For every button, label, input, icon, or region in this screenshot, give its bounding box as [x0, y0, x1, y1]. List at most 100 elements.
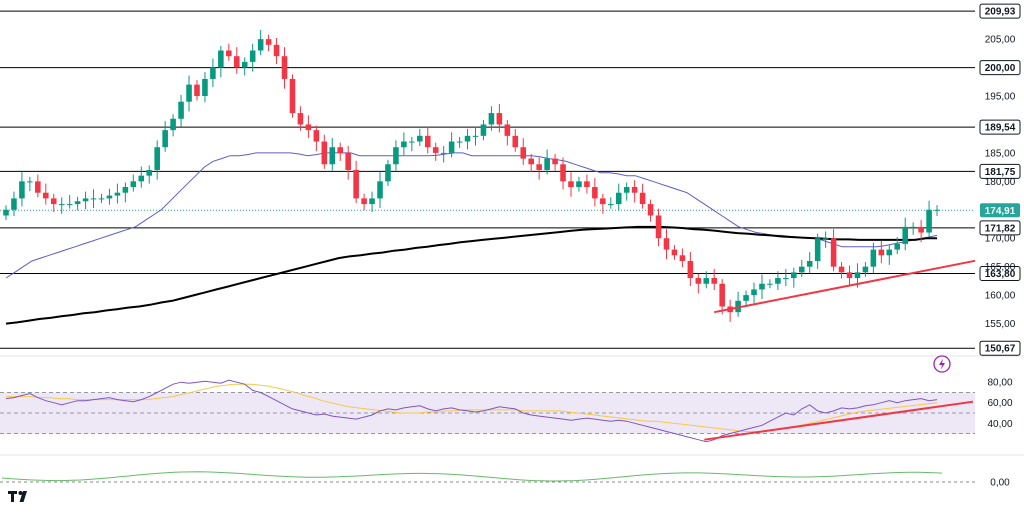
candle: [82, 198, 89, 202]
candle: [504, 124, 511, 136]
candle: [775, 278, 781, 284]
candle: [337, 147, 344, 153]
candle: [186, 84, 192, 102]
rsi-tick-label: 60,00: [987, 398, 1012, 409]
rsi-pane: [0, 379, 975, 443]
rsi-tick-label: 40,00: [987, 419, 1012, 430]
candle: [830, 238, 837, 267]
candle: [600, 198, 606, 205]
candle: [560, 164, 566, 182]
candle: [902, 226, 908, 244]
sma50-line: [5, 152, 938, 279]
candle: [289, 78, 296, 114]
candle: [791, 272, 797, 279]
candle: [671, 249, 678, 256]
candle: [50, 198, 57, 205]
candle: [480, 124, 487, 136]
candle: [305, 124, 312, 131]
rsi-trendline: [704, 400, 974, 441]
candle: [178, 101, 184, 119]
candle: [281, 56, 288, 79]
level-label-box: [979, 220, 1021, 236]
oscillator-pane: [0, 471, 975, 483]
candle: [456, 141, 463, 143]
candle: [448, 141, 455, 153]
candle: [162, 130, 168, 148]
support-trendline: [714, 259, 976, 314]
candle: [377, 181, 383, 199]
candle: [210, 67, 216, 79]
y-tick-label: 195,00: [985, 92, 1016, 103]
candle: [98, 198, 105, 200]
level-label-box: [979, 3, 1021, 19]
candle: [878, 249, 885, 256]
candle: [432, 147, 439, 153]
candle: [321, 141, 328, 165]
osc-line: [1, 471, 943, 482]
candle: [218, 50, 224, 68]
candle: [798, 266, 805, 273]
candle: [647, 204, 654, 216]
level-label-box: [979, 119, 1021, 135]
candle: [393, 147, 399, 165]
candle: [130, 181, 137, 188]
candle: [679, 255, 686, 261]
level-label-box: [979, 340, 1021, 356]
last-price-label: 174,91: [985, 206, 1016, 217]
y-tick-label: 185,00: [985, 148, 1016, 159]
candle: [19, 181, 25, 199]
sma200-line: [5, 225, 937, 325]
price-axis[interactable]: 209,93 200,00 189,54 181,75 171,82 163,80 150,…: [979, 3, 1021, 489]
candle: [552, 158, 558, 165]
candle: [687, 260, 694, 279]
candle: [838, 266, 845, 273]
candle: [846, 272, 853, 279]
candle: [806, 260, 813, 267]
y-tick-label: 170,00: [985, 234, 1016, 245]
candle: [886, 249, 893, 256]
candle: [424, 135, 431, 148]
candle: [767, 283, 773, 285]
candle: [3, 209, 9, 216]
level-label: 163,80: [985, 269, 1016, 280]
candle: [35, 181, 41, 193]
candle: [74, 201, 81, 205]
candle: [27, 181, 33, 183]
level-label: 181,75: [985, 167, 1016, 178]
level-label: 150,67: [985, 344, 1016, 355]
candle: [464, 135, 471, 142]
candle: [623, 187, 630, 193]
candle: [313, 130, 320, 142]
level-label: 209,93: [985, 7, 1016, 18]
candle: [743, 295, 749, 301]
candle: [615, 192, 622, 205]
candle: [814, 238, 821, 261]
y-tick-label: 165,00: [985, 262, 1016, 273]
candle: [297, 113, 304, 125]
candle: [361, 198, 367, 205]
candle: [66, 204, 73, 206]
last-price-box: [980, 203, 1020, 218]
candle: [122, 187, 129, 193]
y-tick-label: 205,00: [985, 35, 1016, 46]
candle: [568, 181, 574, 188]
tradingview-logo-icon[interactable]: [8, 488, 34, 504]
y-tick-label: 180,00: [985, 177, 1016, 188]
candle: [822, 238, 829, 240]
y-tick-label: 160,00: [985, 291, 1016, 302]
level-label: 171,82: [985, 223, 1016, 234]
lightning-icon[interactable]: [933, 355, 951, 373]
rsi-tick-label: 80,00: [987, 378, 1012, 389]
candle: [43, 192, 49, 199]
candle: [385, 164, 391, 182]
candle: [369, 198, 375, 205]
candle: [576, 181, 582, 188]
candle: [233, 56, 240, 68]
candle: [870, 249, 877, 267]
candle: [257, 39, 264, 51]
candle: [194, 84, 200, 97]
candle: [170, 118, 176, 131]
candle: [401, 141, 407, 148]
candle: [528, 158, 534, 165]
